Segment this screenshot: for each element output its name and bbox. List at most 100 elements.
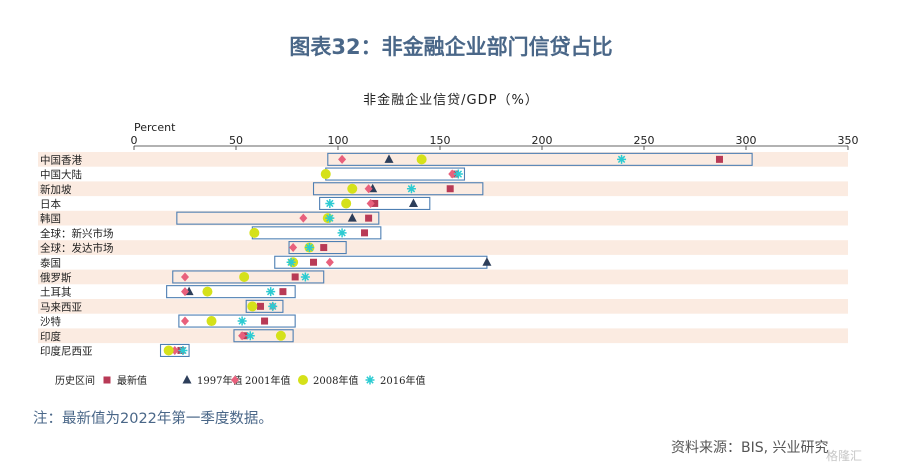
marker-square xyxy=(371,199,379,207)
legend-marker xyxy=(298,375,308,385)
x-tick-label: 50 xyxy=(229,134,243,147)
category-labels: 中国香港中国大陆新加坡日本韩国全球：新兴市场全球：发达市场泰国俄罗斯土耳其马来西… xyxy=(40,153,114,357)
marker-square xyxy=(365,214,373,222)
marker-asterisk xyxy=(325,213,335,223)
legend-label: 1997年值 xyxy=(197,374,242,387)
marker-asterisk xyxy=(304,243,314,253)
chart-title: 图表32：非金融企业部门信贷占比 xyxy=(289,35,613,59)
marker-diamond xyxy=(299,213,308,223)
x-tick-label: 150 xyxy=(430,134,451,147)
row-band xyxy=(38,152,848,167)
marker-asterisk xyxy=(453,169,463,179)
row-band xyxy=(38,299,848,314)
marker-triangle xyxy=(482,257,492,266)
marker-asterisk xyxy=(268,301,278,311)
marker-square xyxy=(446,185,454,193)
marker-circle xyxy=(206,316,217,327)
marker-square xyxy=(715,155,723,163)
x-axis-label: Percent xyxy=(134,121,176,134)
legend-marker xyxy=(365,375,375,385)
markers xyxy=(163,154,723,356)
legend-marker xyxy=(231,375,239,385)
marker-square xyxy=(291,273,299,281)
range-box xyxy=(233,329,294,343)
category-label: 印度尼西亚 xyxy=(40,344,93,357)
x-tick-label: 350 xyxy=(838,134,859,147)
legend-range-label: 历史区间 xyxy=(55,374,95,387)
category-label: 沙特 xyxy=(40,316,61,328)
range-box xyxy=(288,241,347,255)
range-box xyxy=(172,270,325,284)
marker-diamond xyxy=(366,198,375,208)
range-box xyxy=(245,299,284,313)
x-tick-label: 100 xyxy=(328,134,349,147)
category-label: 中国香港 xyxy=(40,153,82,166)
category-label: 全球：发达市场 xyxy=(40,242,114,255)
range-box xyxy=(325,167,466,181)
marker-triangle xyxy=(408,198,418,207)
legend-label: 最新值 xyxy=(117,374,147,387)
marker-diamond xyxy=(181,316,189,326)
category-label: 新加坡 xyxy=(40,183,72,196)
marker-square xyxy=(256,302,264,310)
row-band xyxy=(38,181,848,197)
category-label: 印度 xyxy=(40,330,61,343)
row-band xyxy=(38,269,848,285)
legend-marker xyxy=(103,376,111,384)
watermark: 格隆汇 xyxy=(826,449,863,463)
marker-asterisk xyxy=(406,184,416,194)
marker-circle xyxy=(347,183,358,194)
category-label: 日本 xyxy=(40,197,61,210)
range-boxes xyxy=(159,152,753,358)
chart-subtitle: 非金融企业信贷/GDP（%） xyxy=(363,93,539,108)
category-label: 泰国 xyxy=(40,256,61,269)
marker-square xyxy=(320,244,328,252)
legend: 历史区间 最新值 1997年值 2001年值 2008年值 2016年值 xyxy=(55,374,425,387)
category-label: 马来西亚 xyxy=(40,301,82,313)
marker-square xyxy=(261,317,269,325)
legend-label: 2001年值 xyxy=(245,374,290,387)
marker-asterisk xyxy=(237,316,247,326)
marker-asterisk xyxy=(337,228,347,238)
marker-circle xyxy=(320,169,331,180)
marker-diamond xyxy=(238,331,247,341)
legend-marker xyxy=(182,375,192,384)
marker-triangle xyxy=(384,154,394,163)
legend-label: 2008年值 xyxy=(313,374,358,387)
marker-square xyxy=(361,229,369,237)
marker-triangle xyxy=(347,213,357,222)
marker-circle xyxy=(249,227,260,238)
marker-asterisk xyxy=(245,331,255,341)
category-label: 土耳其 xyxy=(40,286,72,299)
marker-circle xyxy=(202,286,213,297)
x-axis: 0 50 100 150 200 250 300 350 xyxy=(131,134,859,150)
marker-circle xyxy=(416,154,427,165)
category-label: 中国大陆 xyxy=(40,168,82,181)
marker-diamond xyxy=(325,257,334,267)
marker-circle xyxy=(247,301,258,312)
marker-circle xyxy=(239,271,250,282)
x-tick-label: 200 xyxy=(532,134,553,147)
range-box xyxy=(319,196,431,210)
marker-diamond xyxy=(364,184,373,194)
marker-asterisk xyxy=(286,257,296,267)
marker-diamond xyxy=(448,169,457,179)
marker-circle xyxy=(275,330,286,341)
range-box xyxy=(159,343,190,358)
row-band xyxy=(38,328,848,344)
row-band xyxy=(38,240,848,255)
legend-label: 2016年值 xyxy=(380,374,425,387)
footnote: 注：最新值为2022年第一季度数据。 xyxy=(33,411,273,427)
x-tick-label: 300 xyxy=(736,134,757,147)
range-box xyxy=(312,182,484,196)
marker-diamond xyxy=(289,243,298,253)
marker-asterisk xyxy=(325,198,335,208)
row-bands xyxy=(38,152,848,344)
range-box xyxy=(327,152,753,166)
marker-square xyxy=(310,258,318,266)
category-label: 全球：新兴市场 xyxy=(40,227,114,240)
marker-asterisk xyxy=(178,345,188,355)
source-note: 资料来源：BIS, 兴业研究 xyxy=(671,440,829,456)
range-box xyxy=(178,314,296,328)
marker-asterisk xyxy=(300,272,310,282)
